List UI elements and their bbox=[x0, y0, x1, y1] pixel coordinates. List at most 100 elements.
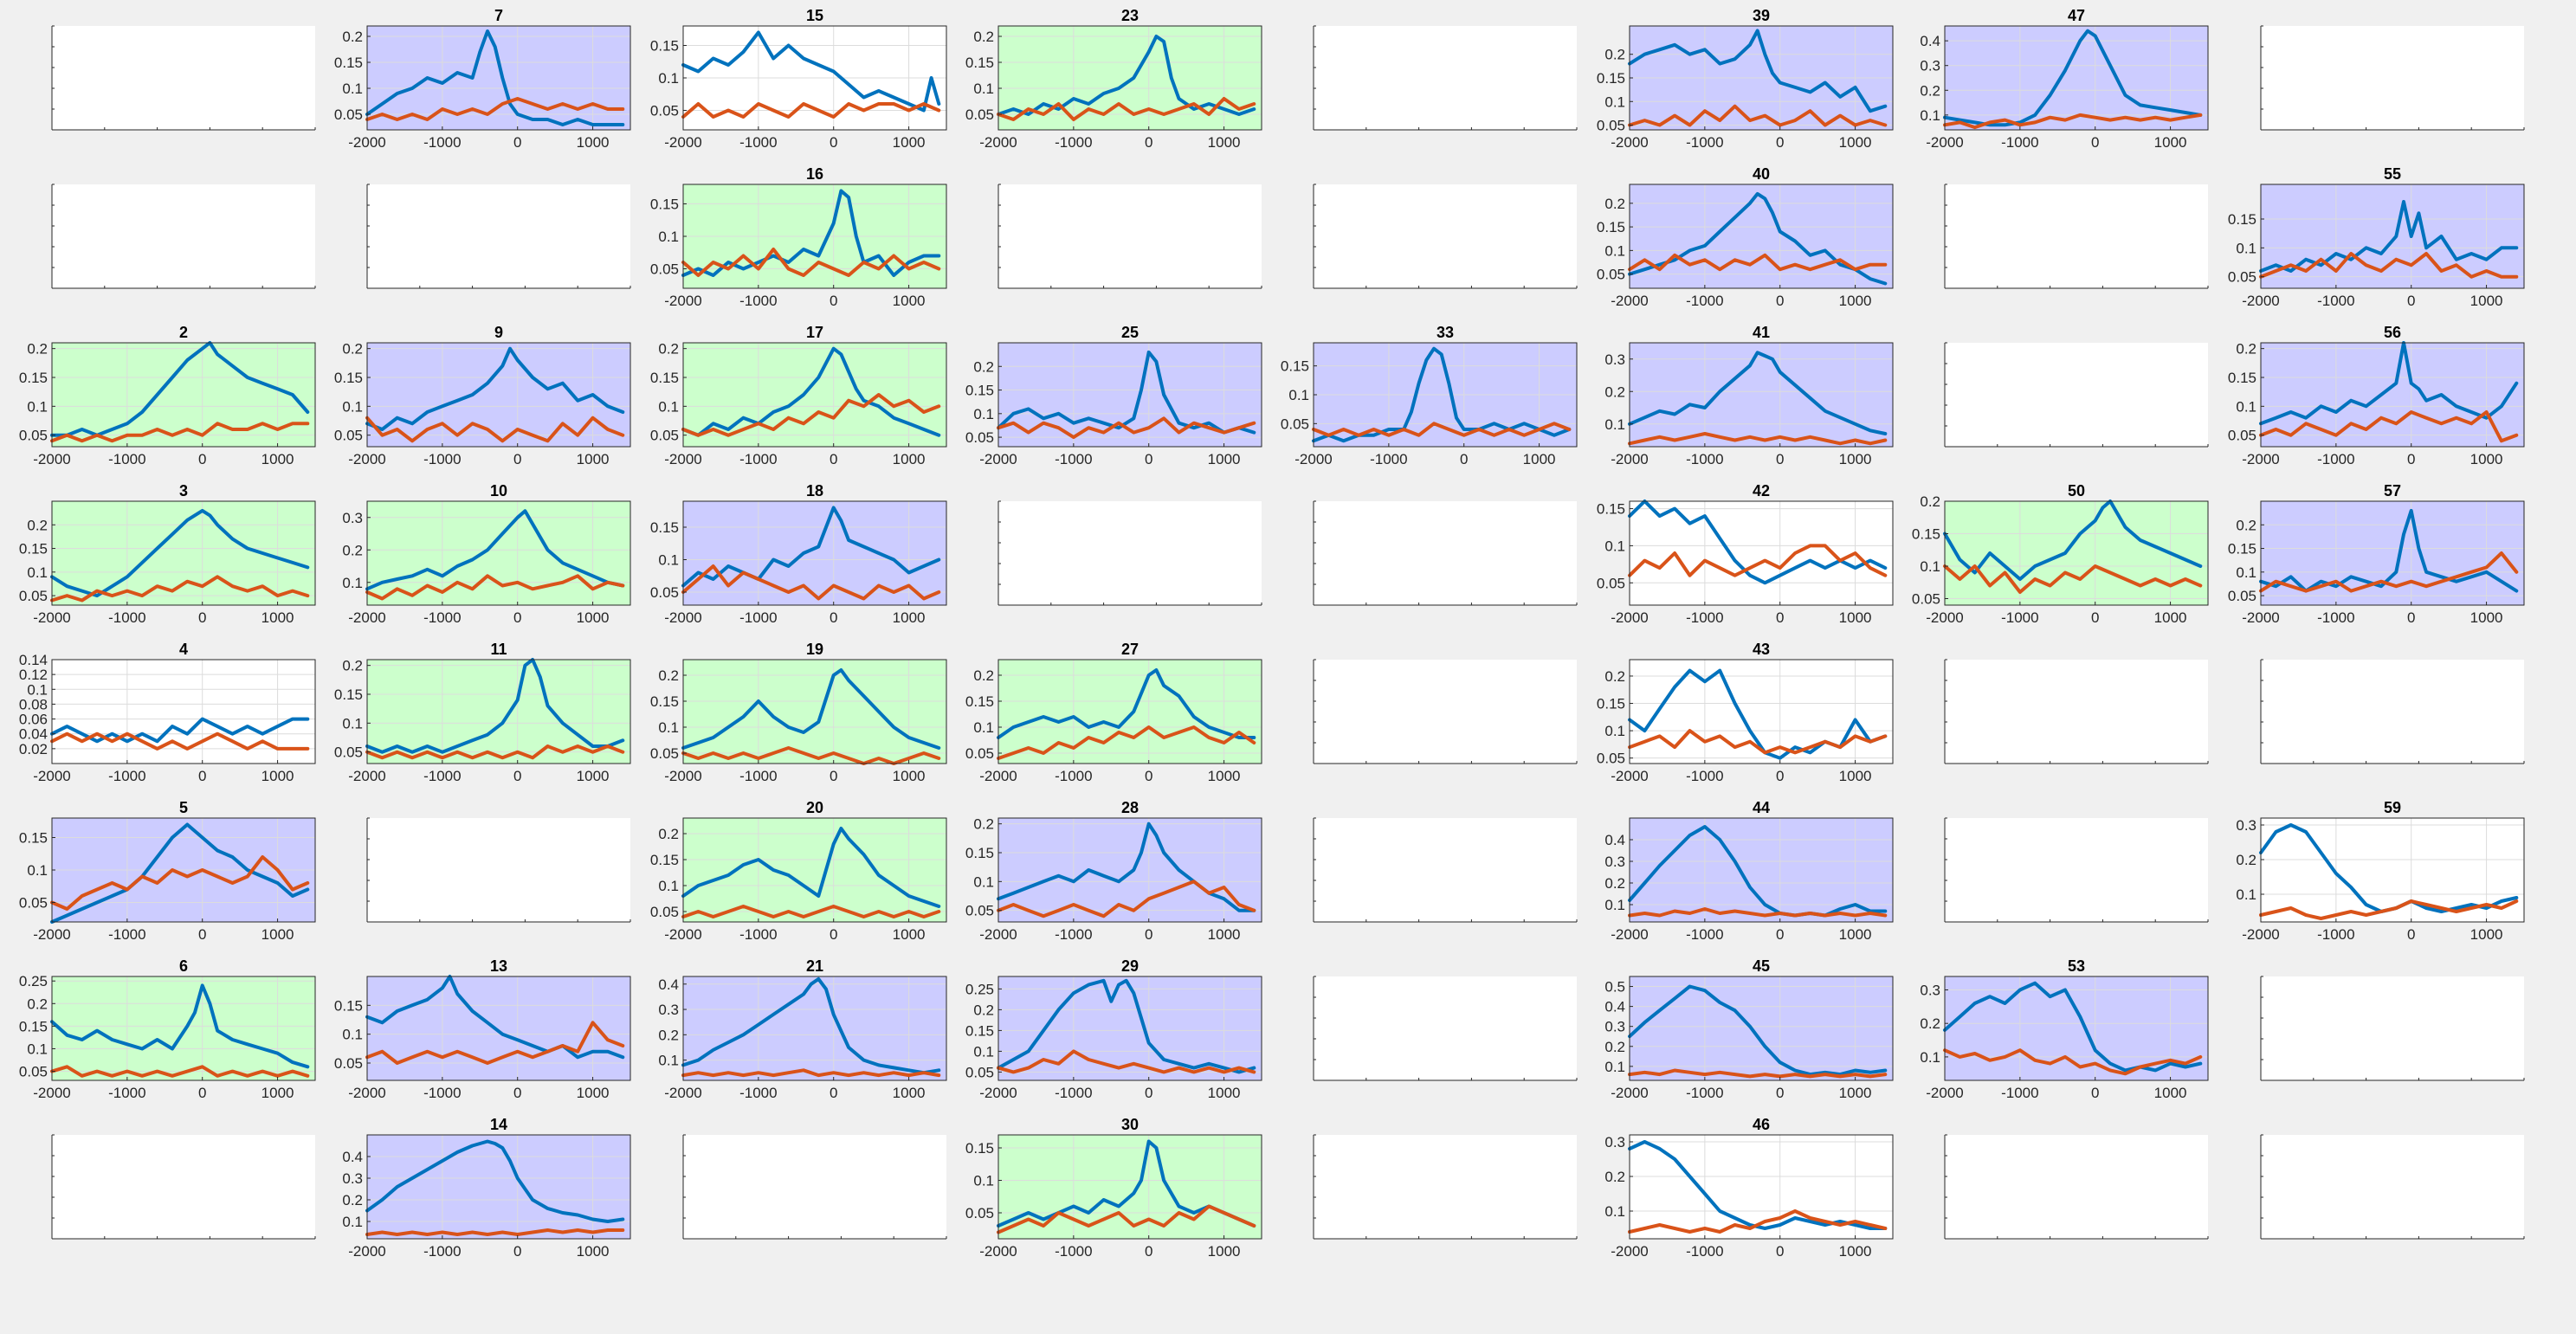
x-tick-label: -2000 bbox=[664, 609, 701, 626]
x-tick-label: -1000 bbox=[1055, 1085, 1092, 1101]
x-tick-label: 1000 bbox=[261, 1085, 294, 1101]
y-tick-label: 0.2 bbox=[1604, 47, 1625, 63]
y-tick-label: 0.15 bbox=[650, 519, 679, 536]
axes-box bbox=[51, 659, 316, 764]
panel-14: -2000 -1000 0 1000 0.1 0.2 0.3 0.4 14 bbox=[342, 1116, 631, 1260]
y-tick-label: 0.05 bbox=[334, 106, 363, 123]
x-tick-label: -2000 bbox=[979, 451, 1017, 467]
y-tick-label: 0.08 bbox=[19, 696, 48, 712]
axes-box bbox=[1629, 659, 1894, 764]
x-tick-label: -1000 bbox=[1055, 1243, 1092, 1260]
panel-7: -2000 -1000 0 1000 0.05 0.1 0.15 0.2 7 bbox=[334, 7, 631, 151]
x-tick-label: 1000 bbox=[1523, 451, 1556, 467]
panel-10: -2000 -1000 0 1000 0.1 0.2 0.3 10 bbox=[342, 482, 631, 626]
series-line-red bbox=[1628, 544, 1888, 577]
y-tick-label: 0.2 bbox=[1920, 82, 1940, 99]
x-tick-label: -2000 bbox=[664, 768, 701, 784]
x-tick-label: -1000 bbox=[739, 1085, 777, 1101]
series-line-red bbox=[2259, 410, 2519, 443]
y-tick-label: 0.2 bbox=[658, 667, 679, 684]
x-tick-label: 1000 bbox=[2470, 609, 2503, 626]
series-line-red bbox=[681, 1068, 941, 1078]
y-tick-label: 0.05 bbox=[965, 745, 994, 762]
series-line-red bbox=[681, 746, 941, 765]
y-tick-label: 0.05 bbox=[334, 1055, 363, 1072]
plot-area bbox=[367, 818, 630, 922]
plot-area bbox=[367, 1135, 630, 1239]
y-tick-label: 0.4 bbox=[658, 976, 679, 993]
series-line-red bbox=[1943, 113, 2203, 130]
series-line-blue bbox=[1628, 499, 1888, 585]
x-tick-label: -2000 bbox=[348, 451, 385, 467]
x-tick-label: 0 bbox=[830, 768, 837, 784]
y-tick-label: 0.1 bbox=[658, 398, 679, 415]
panel-title: 15 bbox=[806, 7, 823, 24]
x-tick-label: 0 bbox=[2091, 609, 2099, 626]
x-tick-label: 1000 bbox=[261, 451, 294, 467]
x-tick-label: -2000 bbox=[1611, 1243, 1648, 1260]
panel-empty-3-4 bbox=[1313, 500, 1578, 606]
x-tick-label: 0 bbox=[1145, 926, 1152, 943]
x-tick-label: -1000 bbox=[2317, 293, 2354, 309]
y-tick-label: 0.1 bbox=[1604, 242, 1625, 259]
plot-area bbox=[52, 184, 315, 288]
panel-4: -2000 -1000 0 1000 0.020.040.060.080.10.120.… bbox=[19, 641, 316, 784]
series-line-red bbox=[1628, 1068, 1888, 1079]
panel-empty-7-2 bbox=[682, 1134, 947, 1240]
axes-box bbox=[682, 500, 947, 606]
series-line-blue bbox=[50, 822, 310, 924]
panel-title: 14 bbox=[490, 1116, 507, 1133]
x-tick-label: -2000 bbox=[348, 134, 385, 151]
y-tick-label: 0.05 bbox=[19, 588, 48, 604]
y-tick-label: 0.2 bbox=[973, 816, 994, 833]
x-tick-label: 1000 bbox=[261, 609, 294, 626]
series-line-blue bbox=[50, 717, 310, 744]
x-tick-label: -2000 bbox=[1611, 609, 1648, 626]
panel-empty-3-3 bbox=[997, 500, 1262, 606]
plot-area bbox=[367, 343, 630, 447]
y-tick-label: 0.05 bbox=[650, 904, 679, 920]
y-tick-label: 0.15 bbox=[334, 370, 363, 386]
y-tick-label: 0.15 bbox=[650, 38, 679, 55]
y-tick-label: 0.15 bbox=[965, 1022, 994, 1039]
y-tick-label: 0.1 bbox=[1604, 723, 1625, 739]
y-tick-label: 0.2 bbox=[1604, 196, 1625, 212]
x-tick-label: 0 bbox=[1145, 1243, 1152, 1260]
plot-area bbox=[1314, 660, 1577, 764]
y-tick-label: 0.1 bbox=[1920, 107, 1940, 124]
x-tick-label: 1000 bbox=[577, 609, 610, 626]
y-tick-label: 0.1 bbox=[1604, 1203, 1625, 1220]
panel-title: 33 bbox=[1436, 324, 1454, 341]
panel-title: 7 bbox=[494, 7, 503, 24]
panel-title: 2 bbox=[179, 324, 188, 341]
x-tick-label: -2000 bbox=[1611, 451, 1648, 467]
x-tick-label: 1000 bbox=[2470, 926, 2503, 943]
x-tick-label: 0 bbox=[1776, 1085, 1784, 1101]
x-tick-label: -2000 bbox=[2242, 451, 2279, 467]
x-tick-label: -2000 bbox=[33, 768, 70, 784]
plot-area bbox=[2261, 1135, 2524, 1239]
y-tick-label: 0.2 bbox=[342, 29, 363, 45]
x-tick-label: -1000 bbox=[1686, 609, 1723, 626]
series-line-red bbox=[365, 1021, 625, 1065]
plot-area bbox=[2261, 976, 2524, 1080]
y-tick-label: 0.05 bbox=[19, 895, 48, 912]
x-tick-label: 1000 bbox=[1839, 609, 1872, 626]
x-tick-label: -1000 bbox=[1055, 926, 1092, 943]
x-tick-label: 0 bbox=[513, 451, 521, 467]
panel-18: -2000 -1000 0 1000 0.05 0.1 0.15 18 bbox=[650, 482, 947, 626]
y-tick-label: 0.2 bbox=[1604, 383, 1625, 400]
x-tick-label: 1000 bbox=[1839, 134, 1872, 151]
panel-empty-7-4 bbox=[1313, 1134, 1578, 1240]
plot-area bbox=[1314, 1135, 1577, 1239]
x-tick-label: -1000 bbox=[2001, 134, 2038, 151]
panel-11: -2000 -1000 0 1000 0.05 0.1 0.15 0.2 11 bbox=[334, 641, 631, 784]
panel-title: 9 bbox=[494, 324, 503, 341]
series-line-red bbox=[681, 248, 941, 277]
x-tick-label: 1000 bbox=[893, 451, 926, 467]
panel-23: -2000 -1000 0 1000 0.05 0.1 0.15 0.2 23 bbox=[965, 7, 1262, 151]
plot-area bbox=[998, 501, 1262, 605]
y-tick-label: 0.05 bbox=[1281, 416, 1309, 432]
y-tick-label: 0.06 bbox=[19, 712, 48, 728]
x-tick-label: -1000 bbox=[1686, 1085, 1723, 1101]
